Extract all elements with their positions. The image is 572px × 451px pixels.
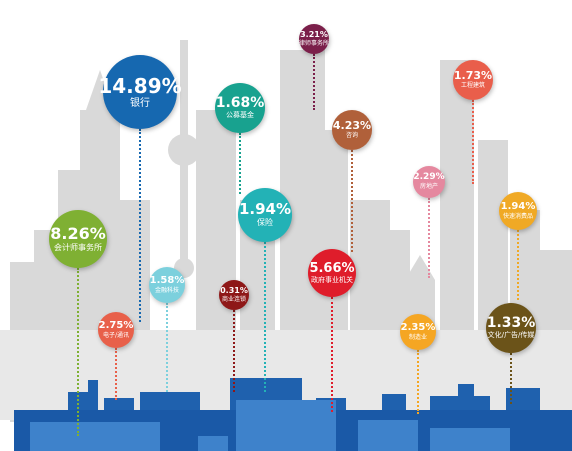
leader-line (166, 303, 168, 392)
bubble-category-label: 公募基金 (226, 111, 254, 120)
leader-line (115, 348, 117, 400)
bubble-category-label: 律师事务所 (299, 39, 330, 47)
leader-line (517, 230, 519, 300)
bubble-mark: 5.66% 政府事业机关 (308, 249, 356, 297)
bubble-value-label: 1.94% (500, 200, 536, 212)
bubble-value-label: 5.66% (309, 260, 355, 276)
leader-line (331, 297, 333, 412)
leader-line (77, 268, 79, 436)
bubble-category-label: 咨询 (345, 132, 358, 140)
bubble-value-label: 3.21% (300, 29, 328, 39)
bubble-mark: 1.58% 金融科技 (149, 267, 185, 303)
bubble-mark: 1.94% 快速消费品 (499, 192, 537, 230)
bubble-mark: 0.31% 商业连锁 (219, 280, 249, 310)
bubble-category-label: 制造业 (408, 333, 427, 341)
bubble-category-label: 银行 (130, 97, 150, 109)
bubble-mark: 2.35% 制造业 (400, 314, 436, 350)
bubble-mark: 1.68% 公募基金 (215, 83, 265, 133)
bubble-category-label: 政府事业机关 (311, 275, 353, 284)
leader-line (239, 133, 241, 194)
bubble-value-label: 4.23% (332, 119, 372, 133)
bubble-category-label: 商业连锁 (221, 295, 246, 303)
bubble-value-label: 0.31% (220, 285, 248, 295)
leader-line (417, 350, 419, 414)
bubble-value-label: 1.73% (453, 69, 493, 83)
bubble-value-label: 14.89% (98, 73, 182, 98)
bubble-value-label: 1.33% (486, 315, 536, 332)
bubble-category-label: 文化/广告/传媒 (487, 331, 535, 340)
bubble-category-label: 保险 (257, 218, 273, 228)
bubble-value-label: 1.58% (149, 274, 185, 286)
bubble-category-label: 会计师事务所 (54, 242, 102, 252)
bubble-category-label: 金融科技 (154, 286, 179, 294)
bubble-mark: 2.29% 房地产 (413, 166, 445, 198)
bubble-value-label: 1.68% (215, 95, 265, 112)
bubble-category-label: 电子/通讯 (102, 331, 130, 339)
bubble-value-label: 2.29% (413, 172, 445, 183)
bubble-category-label: 房地产 (419, 183, 438, 191)
leader-line (139, 129, 141, 322)
bubble-value-label: 1.94% (238, 200, 292, 219)
bubble-mark: 3.21% 律师事务所 (299, 24, 329, 54)
bubble-mark: 4.23% 咨询 (332, 110, 372, 150)
bubble-category-label: 工程建筑 (460, 82, 485, 90)
bubble-mark: 14.89% 银行 (98, 55, 182, 129)
bubble-mark: 2.75% 电子/通讯 (98, 312, 134, 348)
leader-line (351, 150, 353, 252)
leader-line (428, 198, 430, 278)
bubble-value-label: 2.75% (98, 319, 134, 331)
bubble-mark: 1.73% 工程建筑 (453, 60, 493, 100)
leader-line (233, 310, 235, 392)
bubble-mark: 8.26% 会计师事务所 (49, 210, 107, 268)
leader-line (472, 100, 474, 184)
bubble-mark: 1.33% 文化/广告/传媒 (486, 303, 536, 353)
leader-line (510, 353, 512, 404)
leader-line (313, 54, 315, 110)
bubble-value-label: 8.26% (50, 223, 106, 243)
bubble-value-label: 2.35% (400, 321, 436, 333)
leader-line (264, 242, 266, 392)
bubble-category-label: 快速消费品 (502, 212, 533, 220)
bubble-mark: 1.94% 保险 (238, 188, 292, 242)
